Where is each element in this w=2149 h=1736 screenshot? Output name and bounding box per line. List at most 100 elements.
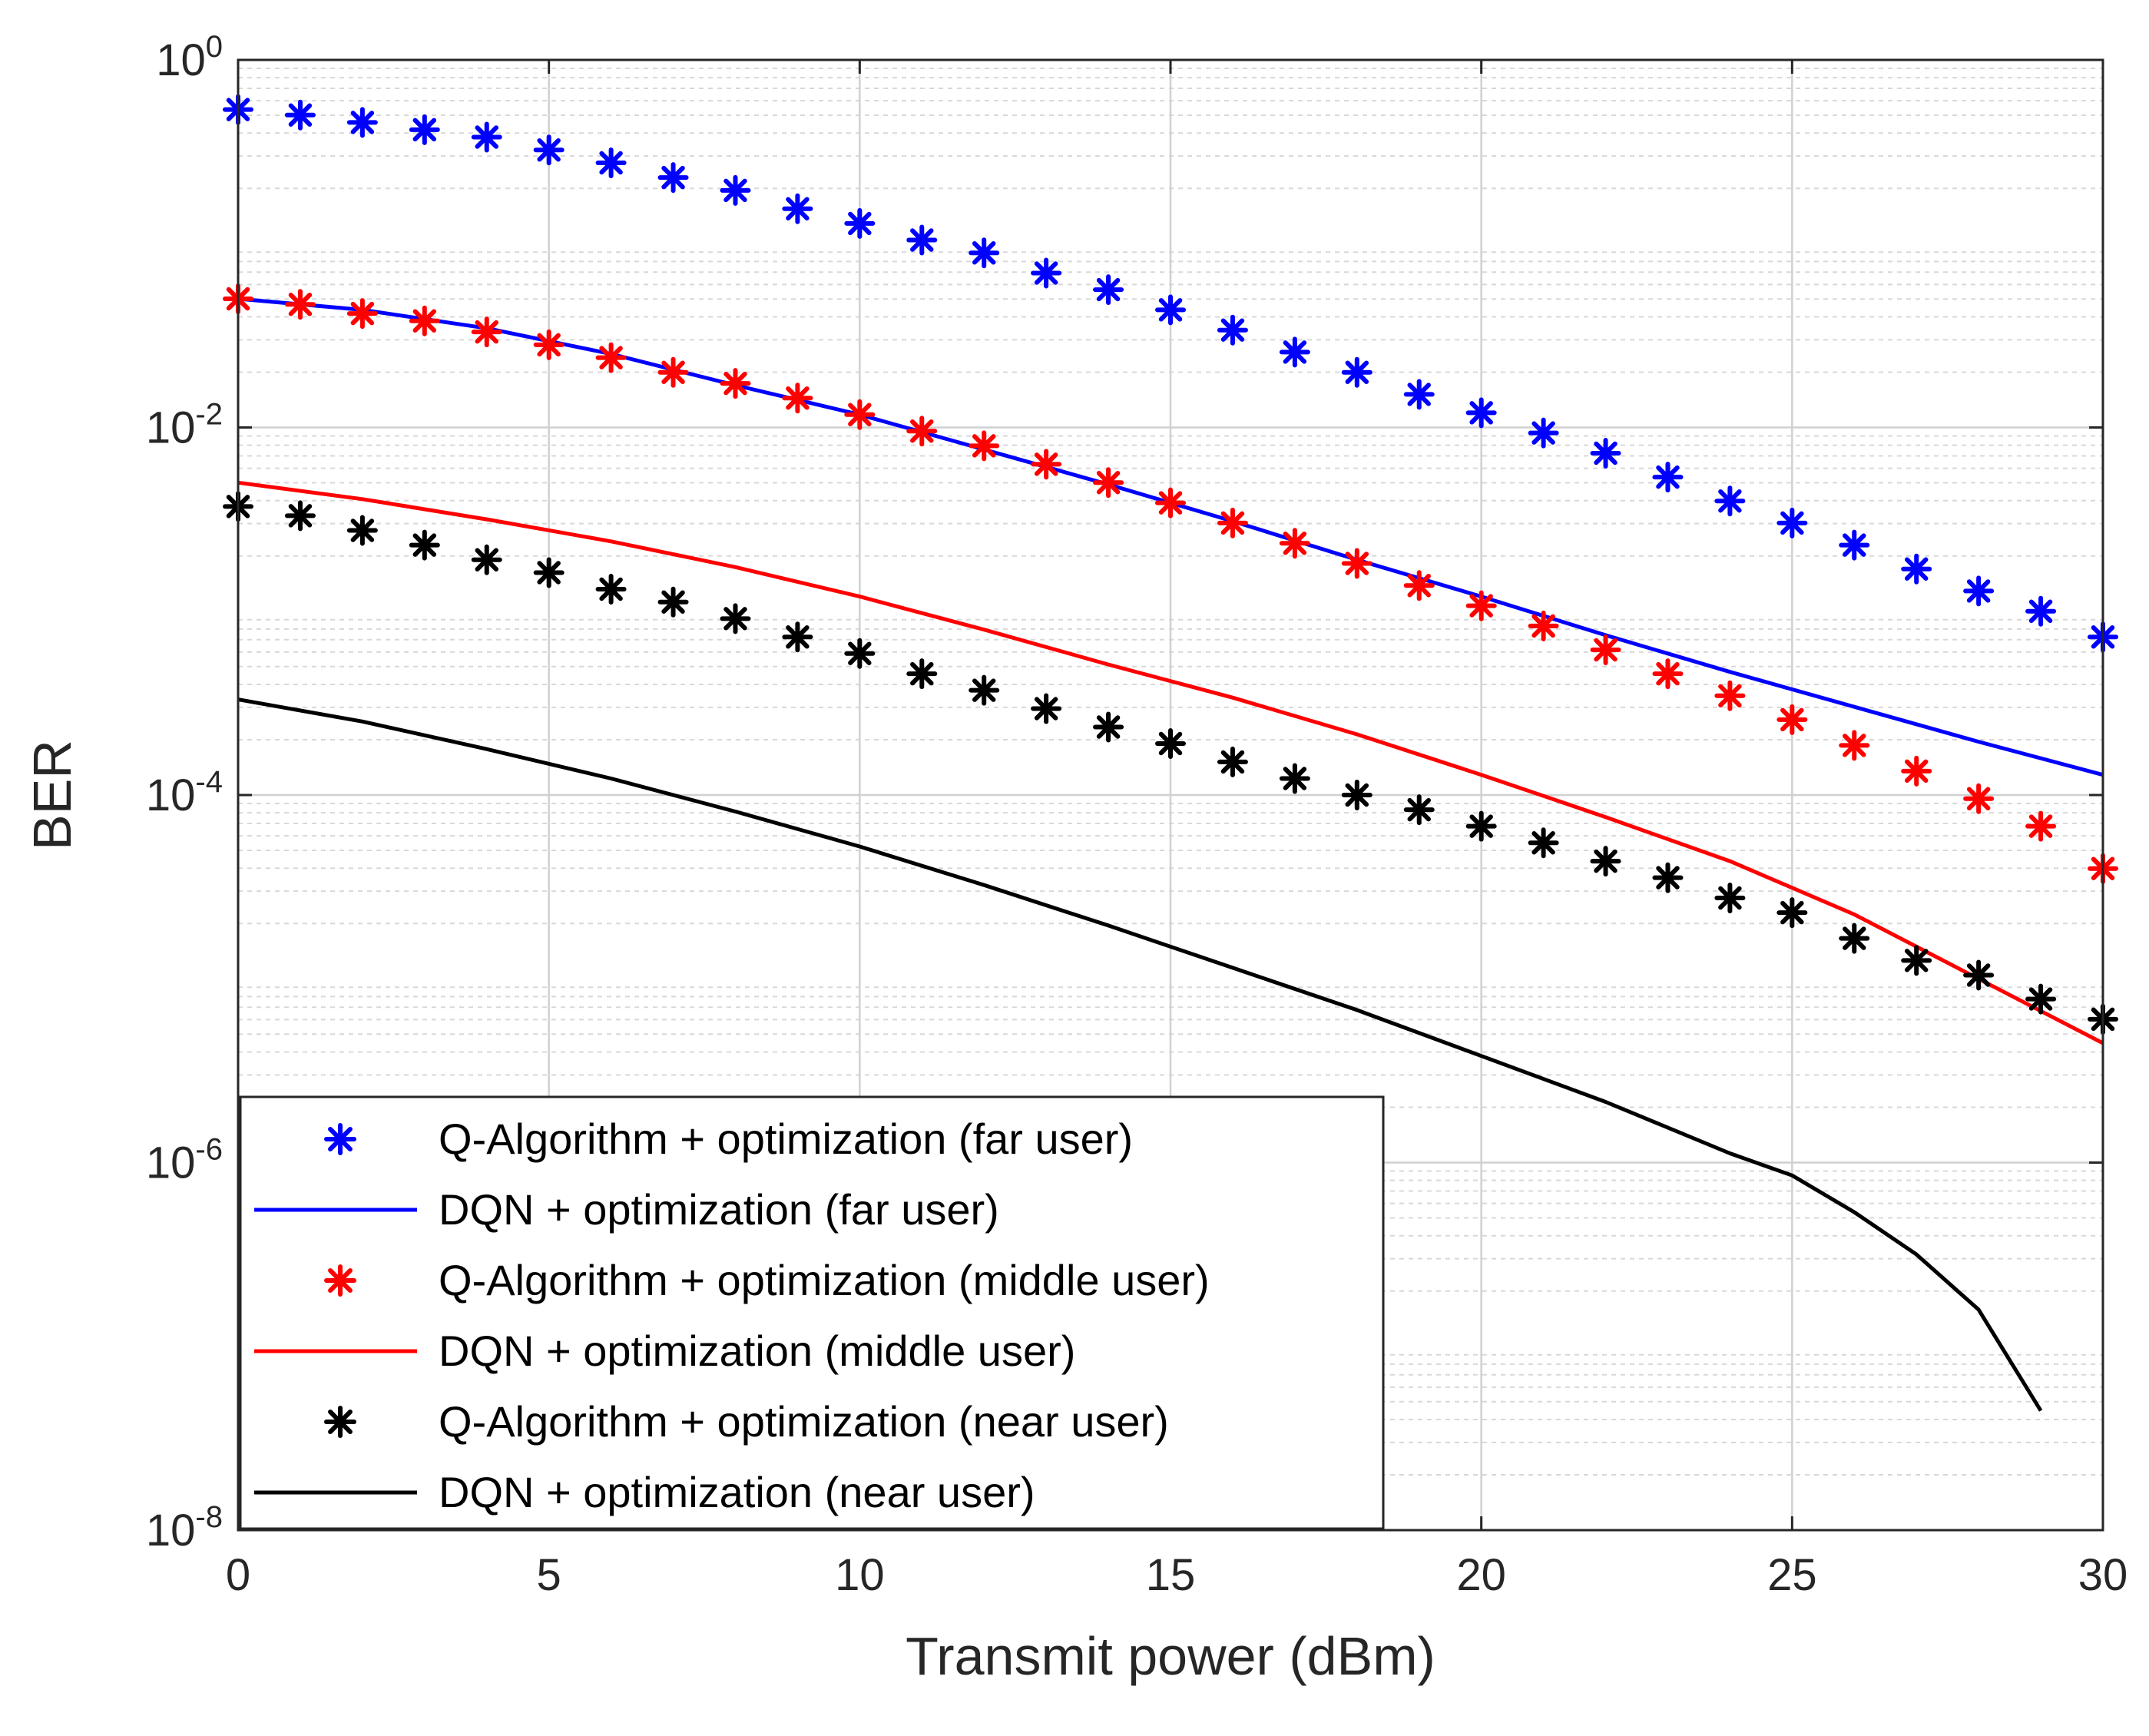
data-point [284, 289, 316, 320]
data-point [969, 237, 1000, 269]
data-point [284, 99, 316, 131]
data-point [1714, 680, 1746, 711]
data-point [2025, 595, 2057, 627]
data-point [1093, 274, 1124, 306]
data-point [782, 383, 813, 414]
data-point [969, 430, 1000, 462]
y-tick-label: 10-6 [146, 1133, 223, 1188]
data-point [657, 162, 689, 194]
data-point [533, 134, 565, 166]
data-point [471, 316, 502, 348]
legend-label: Q-Algorithm + optimization (middle user) [439, 1256, 1210, 1304]
data-point [906, 658, 938, 690]
data-point [1590, 634, 1621, 665]
data-point [1217, 507, 1248, 538]
data-point [346, 515, 378, 546]
legend-item: DQN + optimization (far user) [254, 1185, 999, 1234]
x-tick-label: 15 [1146, 1550, 1196, 1600]
data-point [1031, 257, 1062, 289]
data-point [1155, 294, 1186, 326]
legend: Q-Algorithm + optimization (far user) DQN… [239, 1095, 1385, 1530]
data-point [1652, 658, 1684, 690]
data-point [1279, 336, 1310, 368]
data-point [1714, 882, 1746, 913]
x-tick-label: 25 [1767, 1550, 1817, 1600]
data-point [1093, 467, 1124, 499]
data-point [409, 114, 440, 145]
data-point [1963, 575, 1995, 607]
legend-label: DQN + optimization (near user) [439, 1468, 1035, 1516]
legend-label: DQN + optimization (far user) [439, 1185, 999, 1234]
data-point [844, 399, 876, 430]
data-point [1776, 507, 1808, 538]
x-tick-label: 10 [835, 1550, 885, 1600]
legend-item: DQN + optimization (near user) [254, 1468, 1035, 1516]
data-point [1652, 462, 1684, 493]
series-4 [237, 480, 2104, 1045]
data-point [533, 557, 565, 588]
data-point [1901, 553, 1932, 585]
data-point [1839, 529, 1870, 561]
data-point [1155, 728, 1186, 760]
data-point [284, 500, 316, 532]
data-point [1528, 827, 1559, 859]
x-axis-label: Transmit power (dBm) [906, 1626, 1435, 1686]
data-point [1901, 945, 1932, 976]
data-point [906, 416, 938, 447]
axis-ticks: 0 5 10 15 20 25 30 100 10-2 10-4 10-6 10-8 [146, 30, 2127, 1600]
legend-star-swatch [324, 1123, 356, 1155]
y-tick-label: 10-2 [146, 398, 223, 453]
data-point [471, 544, 502, 575]
data-point [1963, 959, 1995, 991]
data-point [2025, 810, 2057, 842]
legend-label: Q-Algorithm + optimization (far user) [439, 1115, 1133, 1163]
data-point [409, 529, 440, 561]
data-point [906, 224, 938, 256]
series-6 [237, 697, 2043, 1412]
legend-star-swatch [324, 1406, 356, 1438]
data-point [1403, 570, 1435, 601]
data-point [657, 586, 689, 618]
data-point [1465, 397, 1497, 429]
data-point [1465, 590, 1497, 621]
data-point [1341, 780, 1373, 810]
y-tick-label: 10-8 [146, 1500, 223, 1555]
data-point [2025, 983, 2057, 1015]
x-tick-label: 0 [226, 1550, 250, 1600]
y-tick-label: 100 [156, 30, 223, 85]
data-point [1093, 711, 1124, 743]
data-point [1403, 794, 1435, 826]
data-point [1714, 485, 1746, 517]
y-axis-label: BER [22, 740, 82, 850]
data-point [1963, 783, 1995, 814]
data-point [1217, 314, 1248, 346]
legend-item: Q-Algorithm + optimization (middle user) [324, 1256, 1210, 1304]
data-point [1217, 746, 1248, 777]
data-point [1031, 449, 1062, 480]
data-point [1652, 862, 1684, 893]
data-point [346, 107, 378, 138]
data-point [844, 207, 876, 239]
data-point [1341, 548, 1373, 579]
data-point [1590, 437, 1621, 469]
x-tick-label: 20 [1456, 1550, 1506, 1600]
data-point [1403, 379, 1435, 410]
series-3 [223, 283, 2118, 884]
data-point [720, 603, 751, 634]
data-point [1839, 923, 1870, 954]
data-point [471, 121, 502, 153]
data-point [844, 638, 876, 669]
data-point [1528, 610, 1559, 641]
data-point [1901, 755, 1932, 787]
legend-item: DQN + optimization (middle user) [254, 1327, 1075, 1375]
data-point [1528, 417, 1559, 449]
data-point [657, 356, 689, 388]
legend-label: DQN + optimization (middle user) [439, 1327, 1075, 1375]
data-point [1590, 846, 1621, 877]
data-point [409, 305, 440, 336]
data-point [1155, 487, 1186, 518]
legend-item: Q-Algorithm + optimization (far user) [324, 1115, 1133, 1163]
data-point [595, 147, 627, 178]
data-point [1465, 810, 1497, 842]
